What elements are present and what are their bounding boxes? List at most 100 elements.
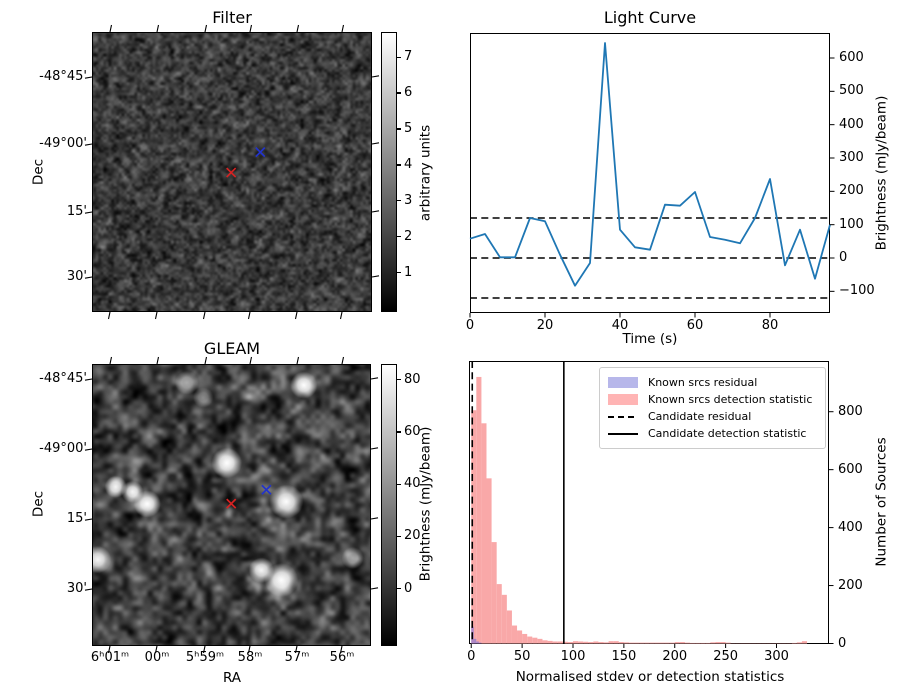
gleam-ylabel: Dec — [30, 490, 47, 518]
hist-bar-detstat — [537, 638, 543, 644]
histogram-y-tick-label: 600 — [838, 461, 863, 477]
reference-position-marker — [255, 147, 266, 158]
gleam-colorbar-tick — [397, 483, 401, 485]
legend-swatch-candidate-residual — [608, 415, 638, 418]
filter-ylabel: Dec — [30, 158, 47, 186]
filter-colorbar-tick-label: 1 — [404, 264, 413, 280]
hist-bar-detstat — [476, 376, 482, 644]
filter-dec-tick-label: 30' — [66, 268, 87, 284]
hist-bar-detstat — [527, 636, 533, 644]
light-curve-y-tick-label: 500 — [839, 83, 864, 99]
gleam-dec-tick-label: 30' — [66, 580, 87, 596]
light-curve-y-tick-label: 200 — [839, 183, 864, 199]
hist-bar-detstat — [532, 637, 538, 644]
light-curve-ylabel: Brightness (mJy/beam) — [873, 95, 890, 251]
hist-bar-detstat — [715, 642, 721, 644]
gleam-ra-tick-label: 57ᵐ — [284, 650, 310, 665]
filter-colorbar-tick — [397, 56, 401, 58]
hist-bar-detstat — [710, 642, 716, 644]
legend-item-candidate-residual: Candidate residual — [608, 408, 817, 425]
gleam-colorbar-tick-label: 40 — [404, 475, 421, 491]
filter-colorbar-tick-label: 7 — [404, 48, 413, 64]
gleam-ra-tick-label: 00ᵐ — [144, 650, 170, 665]
light-curve-line — [469, 42, 831, 287]
histogram-xlabel: Normalised stdev or detection statistics — [515, 669, 785, 685]
hist-bar-detstat — [588, 642, 594, 644]
filter-dec-tick-label: 15' — [66, 203, 87, 219]
hist-bar-detstat — [501, 594, 507, 644]
light-curve-x-tick-label: 40 — [611, 318, 629, 333]
hist-bar-detstat — [679, 642, 685, 644]
gleam-colorbar-tick — [397, 379, 401, 381]
hist-bar-detstat — [557, 641, 563, 644]
gleam-ra-tick-label: 56ᵐ — [329, 650, 355, 665]
histogram-x-tick-label: 100 — [560, 648, 586, 664]
hist-bar-detstat — [552, 641, 558, 644]
gleam-xlabel: RA — [222, 670, 242, 686]
hist-bar-residual — [478, 642, 482, 644]
gleam-colorbar-tick — [397, 587, 401, 590]
hist-bar-detstat — [593, 641, 599, 644]
hist-bar-detstat — [669, 642, 675, 644]
reference-position-marker — [261, 484, 272, 495]
hist-bar-detstat — [796, 642, 802, 644]
gleam-colorbar-tick — [397, 535, 401, 538]
light-curve-x-tick-label: 20 — [536, 318, 554, 333]
histogram-y-tick-label: 800 — [838, 403, 863, 419]
legend-swatch-candidate-detstat — [608, 432, 638, 435]
hist-bar-detstat — [506, 610, 512, 644]
hist-bar-detstat — [644, 642, 650, 644]
gleam-colorbar-tick-label: 0 — [404, 580, 413, 596]
filter-colorbar-tick-label: 3 — [404, 192, 413, 208]
histogram-x-tick-label: 250 — [713, 648, 739, 664]
legend-swatch-known-residual — [608, 377, 638, 388]
gleam-ra-tick-label: 58ᵐ — [237, 650, 263, 665]
gleam-dec-tick-label: 15' — [66, 510, 87, 526]
light-curve-x-tick-label: 80 — [761, 318, 779, 333]
histogram-x-tick-label: 0 — [467, 648, 476, 664]
hist-bar-detstat — [684, 642, 691, 644]
light-curve-y-tick-label: 400 — [839, 116, 864, 132]
filter-colorbar-label: arbitrary units — [417, 124, 434, 222]
legend-label-known-detstat: Known srcs detection statistic — [648, 393, 813, 406]
legend-item-known-detstat: Known srcs detection statistic — [608, 391, 817, 408]
hist-bar-detstat — [517, 630, 523, 644]
hist-bar-detstat — [486, 478, 492, 644]
hist-bar-detstat — [511, 625, 518, 644]
legend-label-candidate-detstat: Candidate detection statistic — [648, 427, 807, 440]
hist-bar-detstat — [618, 642, 624, 644]
histogram-x-tick-label: 300 — [764, 648, 789, 664]
hist-bar-detstat — [649, 642, 655, 644]
hist-bar-detstat — [613, 641, 619, 644]
hist-bar-detstat — [639, 642, 645, 644]
histogram-y-tick-label: 200 — [838, 577, 863, 593]
light-curve-title: Light Curve — [603, 8, 697, 27]
hist-bar-detstat — [664, 642, 670, 644]
hist-bar-detstat — [578, 641, 584, 644]
filter-colorbar-tick — [397, 236, 401, 238]
hist-bar-detstat — [572, 641, 579, 644]
light-curve-plot — [469, 42, 835, 318]
light-curve-xlabel: Time (s) — [622, 331, 678, 347]
hist-bar-detstat — [654, 642, 660, 644]
filter-overlay — [84, 24, 380, 320]
filter-colorbar-tick-label: 6 — [404, 84, 413, 100]
gleam-ra-tick-label: 5ʰ59ᵐ — [185, 650, 225, 665]
gleam-colorbar-tick-label: 60 — [404, 423, 421, 439]
candidate-position-marker — [226, 498, 237, 509]
light-curve-y-tick-label: 300 — [839, 149, 864, 165]
legend-label-known-residual: Known srcs residual — [648, 376, 758, 389]
hist-bar-residual — [476, 641, 479, 644]
hist-bar-detstat — [659, 642, 665, 644]
gleam-colorbar-tick — [397, 431, 401, 433]
hist-bar-detstat — [583, 641, 589, 644]
hist-bar-residual — [473, 638, 477, 644]
filter-dec-tick-label: -49°00' — [39, 135, 87, 151]
filter-colorbar — [381, 32, 397, 312]
filter-dec-tick-label: -48°45' — [39, 68, 87, 84]
hist-bar-detstat — [598, 642, 604, 644]
histogram-legend: Known srcs residual Known srcs detection… — [599, 367, 826, 449]
legend-label-candidate-residual: Candidate residual — [648, 410, 752, 423]
hist-bar-detstat — [695, 642, 701, 644]
hist-bar-detstat — [522, 633, 528, 644]
